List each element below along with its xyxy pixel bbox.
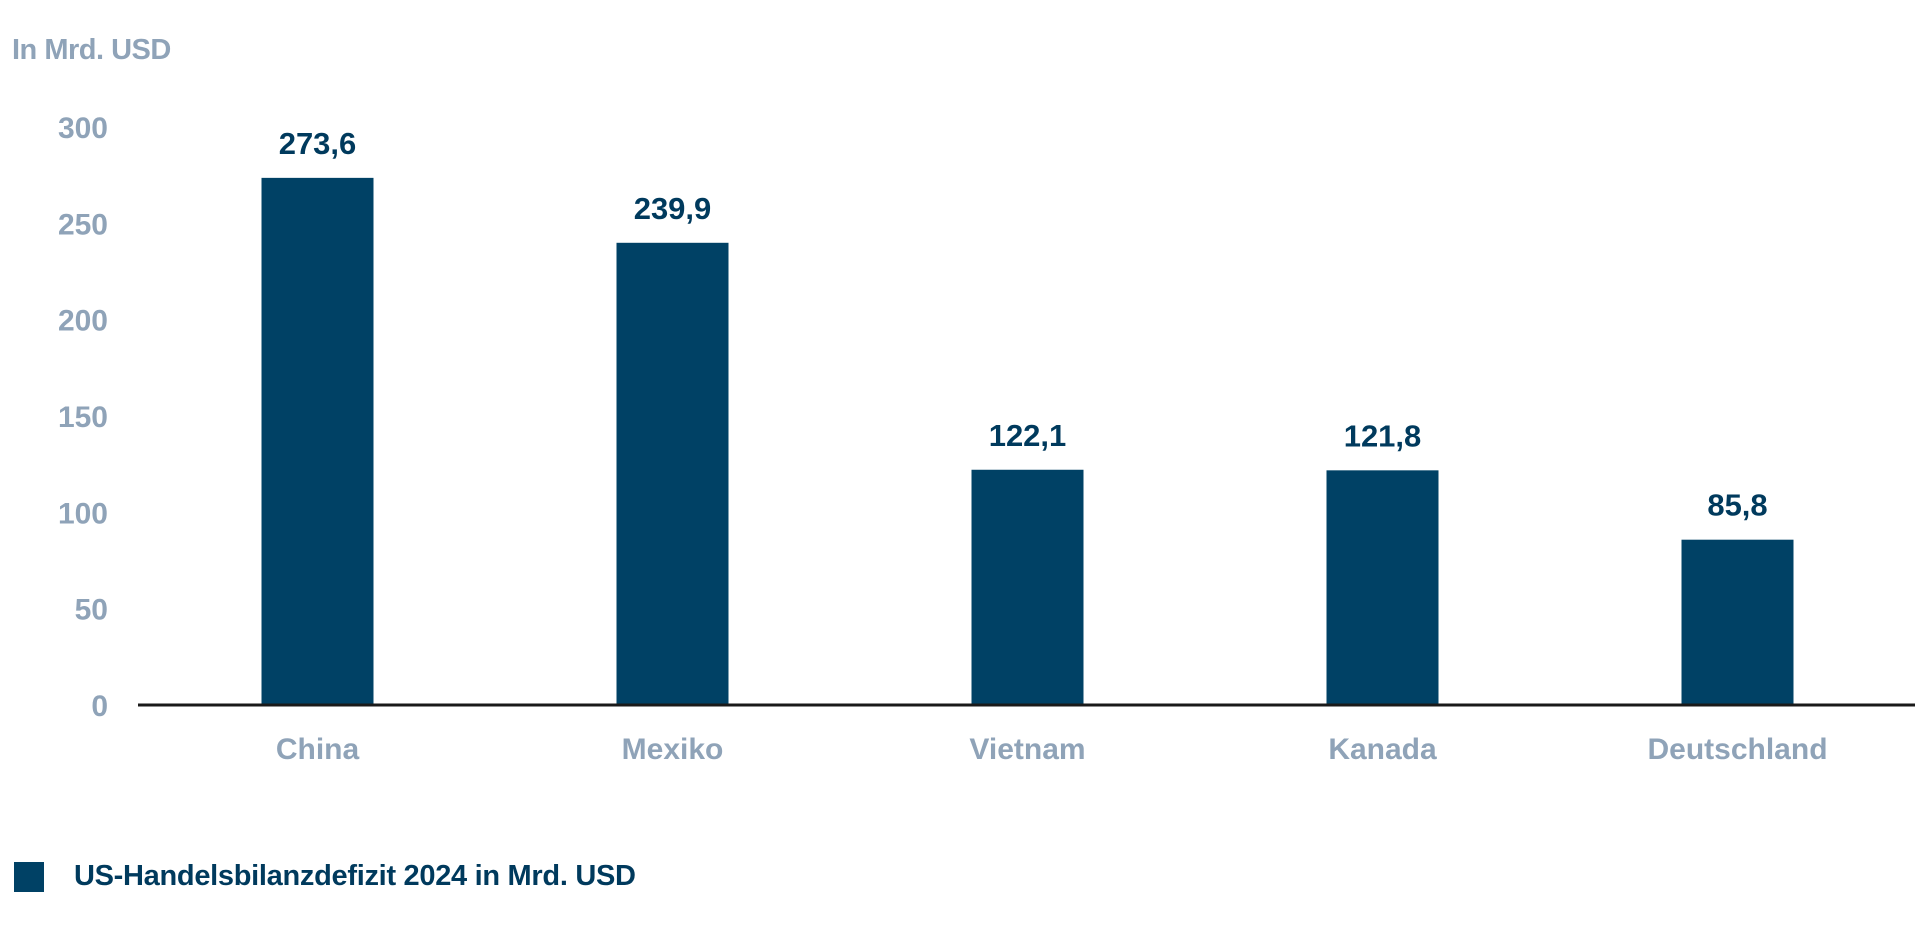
y-tick-label: 0 <box>91 690 108 723</box>
x-tick-label: Kanada <box>1328 733 1437 766</box>
data-label: 273,6 <box>279 126 357 161</box>
x-tick-label: Deutschland <box>1647 733 1827 766</box>
x-tick-label: China <box>276 733 360 766</box>
legend-label: US-Handelsbilanzdefizit 2024 in Mrd. USD <box>74 860 636 892</box>
y-tick-label: 250 <box>58 208 108 241</box>
x-tick-label: Mexiko <box>622 733 724 766</box>
y-tick-label: 100 <box>58 497 108 530</box>
data-label: 239,9 <box>634 191 712 226</box>
legend-swatch <box>14 861 44 892</box>
bar <box>261 177 374 705</box>
y-tick-label: 300 <box>58 112 108 145</box>
y-tick-label: 150 <box>58 401 108 434</box>
data-label: 121,8 <box>1344 418 1422 453</box>
bar <box>971 469 1084 705</box>
legend: US-Handelsbilanzdefizit 2024 in Mrd. USD <box>14 860 636 893</box>
bar <box>616 242 729 705</box>
data-label: 85,8 <box>1707 488 1767 523</box>
y-tick-label: 50 <box>75 594 108 627</box>
bar <box>1681 539 1794 705</box>
y-tick-label: 200 <box>58 305 108 338</box>
bar <box>1326 470 1439 705</box>
y-axis-unit-label: In Mrd. USD <box>12 34 171 66</box>
data-label: 122,1 <box>989 418 1067 453</box>
x-tick-label: Vietnam <box>969 733 1085 766</box>
